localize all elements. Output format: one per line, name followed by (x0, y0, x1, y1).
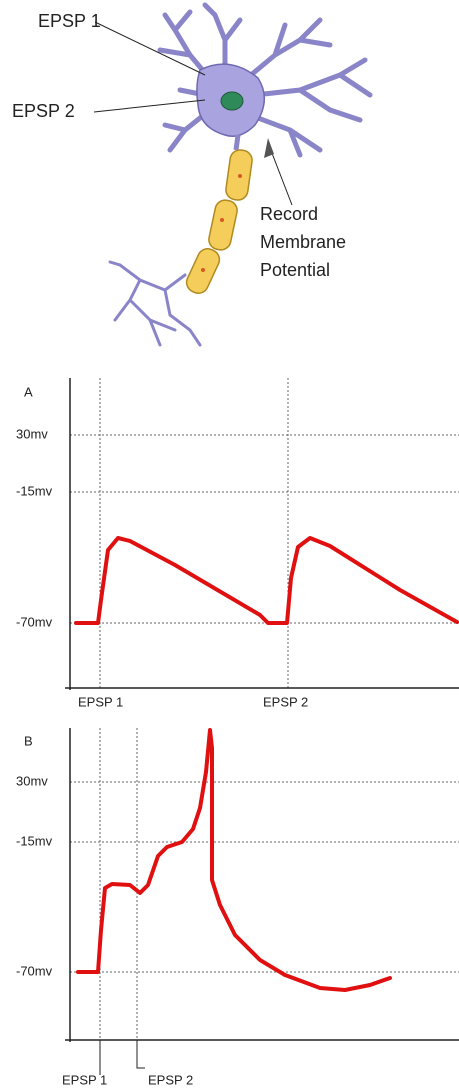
panel-label: A (24, 384, 33, 399)
x-label: EPSP 1 (78, 694, 123, 709)
y-label: 30mv (16, 773, 48, 788)
record-label: Membrane (260, 232, 346, 252)
record-label: Potential (260, 260, 330, 280)
y-label: -15mv (16, 833, 53, 848)
x-label: EPSP 2 (148, 1072, 193, 1087)
panel-b: B 30mv -15mv -70mv EPSP 1 EPSP 2 (16, 728, 459, 1087)
y-label: 30mv (16, 426, 48, 441)
epsp2-label: EPSP 2 (12, 101, 75, 121)
record-label: Record (260, 204, 318, 224)
panel-a: A 30mv -15mv -70mv EPSP 1 EPSP 2 (16, 378, 459, 709)
y-label: -70mv (16, 614, 53, 629)
panel-label: B (24, 733, 33, 748)
y-label: -70mv (16, 963, 53, 978)
x-label: EPSP 1 (62, 1072, 107, 1087)
epsp1-label: EPSP 1 (38, 11, 101, 31)
neuron: EPSP 1 EPSP 2 Record Membrane Potential (12, 2, 373, 347)
y-label: -15mv (16, 483, 53, 498)
x-label: EPSP 2 (263, 694, 308, 709)
